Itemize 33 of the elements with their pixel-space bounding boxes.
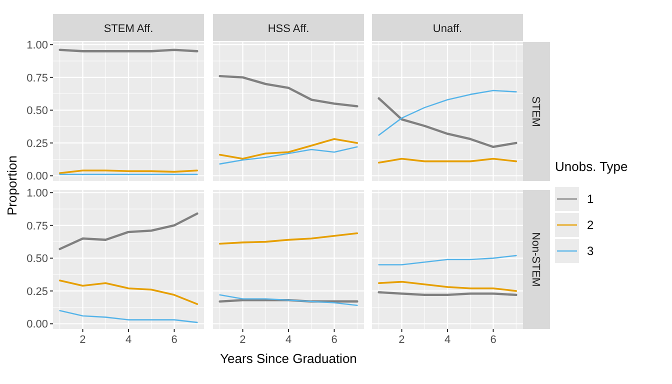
legend-label: 3	[587, 244, 594, 258]
x-tick-label: 6	[490, 334, 496, 346]
x-tick-label: 6	[171, 334, 178, 346]
y-tick-label: 0.00	[26, 170, 48, 183]
chart-title: STEM Aff.	[104, 22, 154, 35]
y-axis-title: Proportion	[4, 156, 20, 216]
y-tick-label: 1.00	[26, 187, 48, 200]
y2-axis-title: Non-STEM	[530, 232, 542, 287]
y-tick-label: 1.00	[26, 39, 48, 52]
y-tick-label: 0.25	[26, 286, 48, 298]
chart-title: Unaff.	[432, 22, 462, 35]
legend-title: Unobs. Type	[555, 159, 628, 174]
y-tick-label: 0.00	[26, 318, 48, 331]
x-axis-title: Years Since Graduation	[220, 351, 357, 366]
x-tick-label: 4	[285, 334, 292, 346]
legend-label: 2	[587, 218, 594, 232]
line-series	[59, 310, 198, 324]
line-series	[58, 212, 198, 250]
line-series	[58, 280, 198, 305]
y-tick-label: 0.25	[26, 138, 48, 150]
x-tick-label: 4	[125, 334, 132, 346]
x-tick-label: 4	[444, 334, 451, 346]
x-tick-label: 2	[398, 334, 405, 346]
y-tick-label: 0.75	[26, 72, 48, 84]
y-tick-label: 0.50	[26, 253, 48, 266]
x-tick-label: 6	[331, 334, 338, 346]
x-tick-label: 2	[80, 334, 86, 346]
chart-title: HSS Aff.	[268, 22, 310, 35]
x-tick-label: 2	[240, 334, 246, 346]
legend-label: 1	[587, 192, 594, 206]
y-tick-label: 0.75	[26, 220, 48, 232]
y2-axis-title: STEM	[530, 96, 542, 127]
y-tick-label: 0.50	[26, 105, 48, 118]
